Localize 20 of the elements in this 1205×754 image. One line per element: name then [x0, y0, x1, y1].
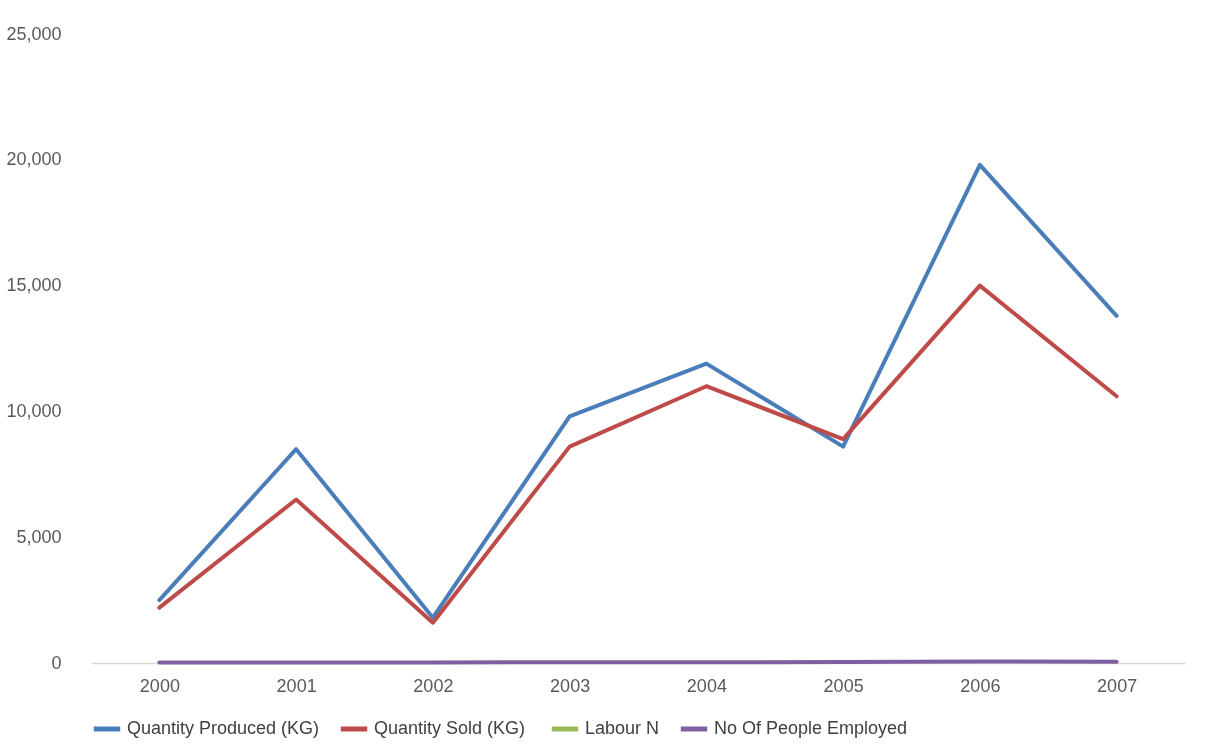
y-tick-label: 25,000 [6, 23, 62, 44]
y-tick-label: 0 [51, 652, 62, 673]
x-tick-label: 2002 [413, 675, 454, 696]
line-series [157, 162, 1119, 620]
y-tick-label: 15,000 [6, 275, 62, 296]
x-tick-label: 2005 [823, 675, 864, 696]
legend-label: No Of People Employed [714, 718, 908, 738]
y-tick-label: 10,000 [6, 400, 62, 421]
x-tick-label: 2004 [686, 675, 727, 696]
y-tick-label: 5,000 [16, 526, 62, 547]
legend-label: Quantity Sold (KG) [374, 718, 526, 738]
x-tick-label: 2001 [276, 675, 317, 696]
x-tick-label: 2006 [960, 675, 1001, 696]
legend-label: Quantity Produced (KG) [127, 718, 320, 738]
x-tick-label: 2003 [550, 675, 591, 696]
x-tick-label: 2007 [1097, 675, 1138, 696]
legend-label: Labour N [585, 718, 660, 738]
y-tick-label: 20,000 [6, 149, 62, 170]
x-tick-label: 2000 [139, 675, 180, 696]
line-series [157, 283, 1119, 625]
